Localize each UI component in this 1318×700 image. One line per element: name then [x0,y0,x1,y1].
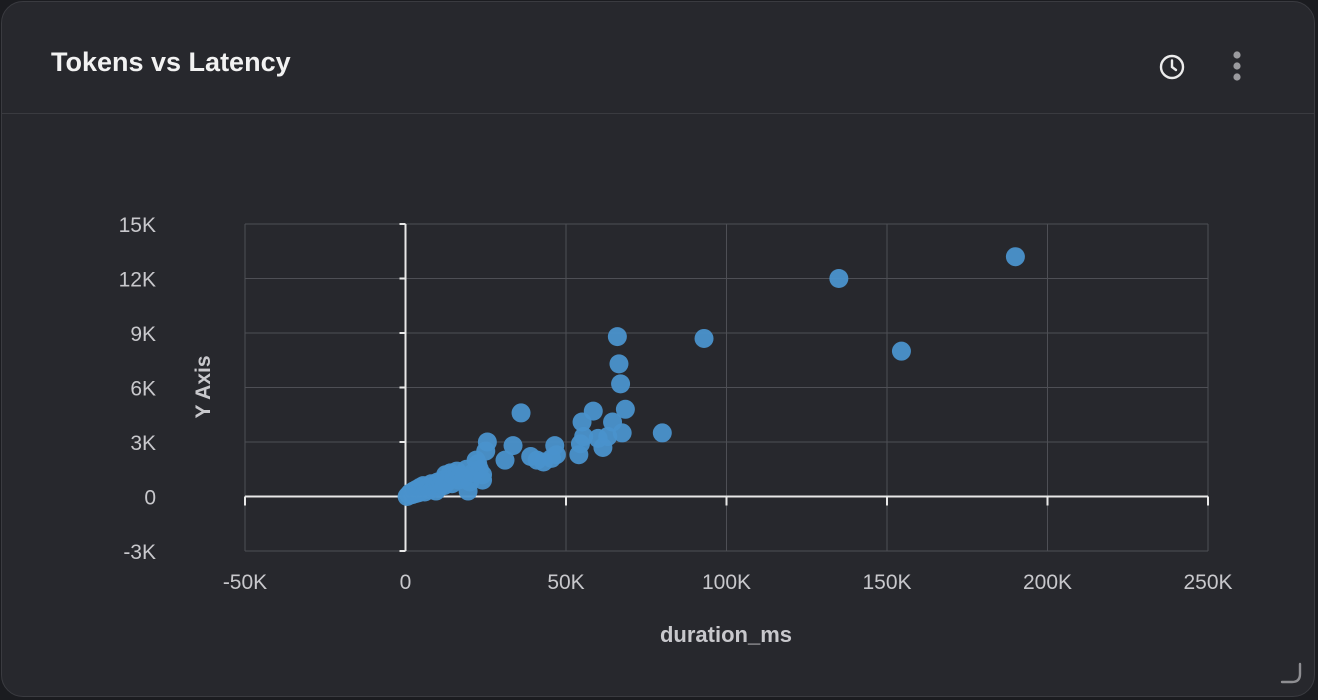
data-point [598,427,618,447]
data-point [829,269,849,288]
panel-title: Tokens vs Latency [51,47,291,77]
x-tick-label: 0 [400,571,412,594]
header-divider [2,113,1314,114]
data-point [1005,247,1025,267]
data-point [615,399,635,419]
data-point [652,423,672,443]
data-point [546,445,566,465]
x-tick-label: 200K [1023,571,1072,594]
x-tick-label: 100K [702,571,751,594]
data-point [477,432,497,452]
y-tick-label: 15K [119,214,156,237]
resize-handle-icon[interactable] [1280,662,1304,686]
x-axis-title: duration_ms [660,622,792,647]
data-point [611,374,631,394]
y-axis-title: Y Axis [192,355,215,418]
x-tick-label: 250K [1183,571,1232,594]
data-point [503,436,523,456]
data-point [891,341,911,361]
data-point [583,401,603,421]
data-point [473,470,493,490]
y-tick-label: 6K [130,378,156,401]
data-point [511,403,531,423]
y-tick-label: 12K [119,269,156,292]
data-point [612,423,632,443]
data-point [495,450,515,470]
data-point [609,354,629,374]
x-tick-label: 50K [547,571,584,594]
x-tick-label: 150K [862,571,911,594]
y-tick-label: 0 [144,487,156,510]
data-point [694,328,714,348]
clock-icon[interactable] [1157,52,1187,82]
kebab-menu-icon[interactable] [1226,50,1248,86]
y-tick-label: 9K [130,323,156,346]
y-tick-label: 3K [130,432,156,455]
y-tick-label: -3K [123,541,156,564]
data-point [574,427,594,447]
x-tick-label: -50K [223,571,267,594]
data-point [607,327,627,347]
